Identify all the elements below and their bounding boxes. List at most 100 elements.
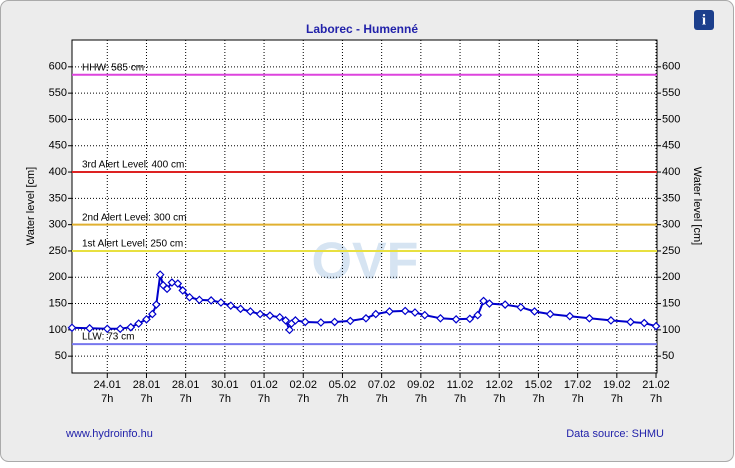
data-point (115, 324, 125, 334)
y2-tick-label: 450 (662, 140, 680, 152)
data-point (371, 309, 381, 319)
x-tick-sublabel: 7h (532, 393, 544, 405)
info-button[interactable]: i (694, 10, 714, 30)
data-point (530, 307, 539, 316)
data-point (255, 309, 265, 319)
threshold-label: LLW: 73 cm (82, 332, 134, 343)
info-glyph[interactable]: i (702, 12, 706, 28)
plot-area (71, 39, 658, 374)
data-point (451, 314, 461, 324)
chart-title: Laborec - Humenné (306, 22, 418, 36)
x-tick-label: 19.02 (603, 379, 631, 391)
threshold-label: 3rd Alert Level: 400 cm (82, 160, 184, 171)
data-point (226, 301, 236, 311)
y-tick-label: 600 (49, 61, 67, 73)
watermark: OVF (312, 233, 419, 291)
y-tick-label: 550 (49, 87, 67, 99)
data-point (479, 296, 488, 306)
y-tick-label: 200 (49, 271, 67, 283)
y-tick-label: 500 (49, 113, 67, 125)
data-point (626, 317, 635, 327)
data-point (245, 307, 255, 316)
data-point (410, 308, 420, 317)
data-point (275, 312, 285, 322)
data-point (639, 318, 649, 328)
data-point (155, 270, 165, 279)
y-tick-label: 250 (49, 245, 67, 257)
data-point (291, 316, 300, 325)
x-tick-label: 28.01 (172, 379, 200, 391)
data-point (300, 317, 310, 327)
data-point (216, 298, 226, 307)
x-tick-label: 11.02 (447, 379, 474, 391)
info-icon[interactable] (694, 10, 714, 30)
data-point (134, 319, 143, 328)
data-point (67, 323, 77, 333)
x-tick-label: 05.02 (329, 379, 357, 391)
data-point (265, 311, 275, 321)
data-point (361, 313, 371, 323)
data-point (173, 279, 183, 288)
y2-tick-label: 400 (662, 166, 680, 178)
data-point (85, 323, 94, 333)
x-tick-sublabel: 7h (493, 393, 505, 405)
data-point (345, 316, 355, 326)
y2-tick-label: 50 (662, 350, 674, 362)
x-tick-label: 30.01 (211, 379, 239, 391)
y-tick-label: 450 (49, 140, 67, 152)
y2-tick-label: 600 (662, 61, 680, 73)
x-tick-sublabel: 7h (611, 393, 623, 405)
x-tick-label: 09.02 (407, 379, 435, 391)
x-tick-label: 24.01 (94, 379, 122, 391)
y-axis-label: Water level [cm] (25, 167, 37, 245)
data-point (565, 311, 575, 321)
x-tick-sublabel: 7h (650, 393, 662, 405)
data-point (420, 310, 430, 320)
y2-tick-label: 250 (662, 245, 680, 257)
x-tick-label: 28.01 (133, 379, 161, 391)
data-point (102, 324, 112, 334)
data-point (236, 304, 245, 314)
y2-tick-label: 150 (662, 297, 680, 309)
x-tick-sublabel: 7h (297, 393, 309, 405)
x-tick-sublabel: 7h (415, 393, 427, 405)
data-point (151, 300, 161, 309)
data-point (178, 286, 188, 295)
data-point (185, 292, 194, 302)
data-point (162, 284, 172, 294)
x-tick-label: 01.02 (250, 379, 278, 391)
y-tick-label: 400 (49, 166, 67, 178)
data-point (316, 318, 326, 327)
threshold-label: HHW: 585 cm (82, 62, 144, 73)
y2-tick-label: 300 (662, 219, 680, 231)
x-tick-sublabel: 7h (219, 393, 231, 405)
threshold-label: 2nd Alert Level: 300 cm (82, 212, 187, 223)
x-tick-label: 15.02 (525, 379, 553, 391)
x-tick-sublabel: 7h (376, 393, 388, 405)
data-point (465, 314, 475, 324)
threshold-label: 1st Alert Level: 250 cm (82, 239, 183, 250)
x-tick-label: 07.02 (368, 379, 396, 391)
x-tick-label: 02.02 (289, 379, 317, 391)
x-tick-sublabel: 7h (336, 393, 348, 405)
footer-source: Data source: SHMU (566, 428, 664, 440)
data-point (485, 299, 494, 308)
y2-tick-label: 350 (662, 192, 680, 204)
y-tick-label: 350 (49, 192, 67, 204)
footer-link[interactable]: www.hydroinfo.hu (65, 428, 153, 440)
data-point (126, 322, 136, 332)
x-tick-sublabel: 7h (180, 393, 192, 405)
data-point (516, 302, 526, 312)
y-tick-label: 50 (55, 350, 67, 362)
data-point (330, 317, 339, 327)
y-tick-label: 300 (49, 219, 67, 231)
x-tick-sublabel: 7h (101, 393, 113, 405)
data-point (545, 309, 555, 319)
x-tick-sublabel: 7h (258, 393, 270, 405)
y-tick-label: 100 (49, 324, 67, 336)
y2-tick-label: 200 (662, 271, 680, 283)
y-tick-label: 150 (49, 297, 67, 309)
data-point (385, 307, 394, 316)
